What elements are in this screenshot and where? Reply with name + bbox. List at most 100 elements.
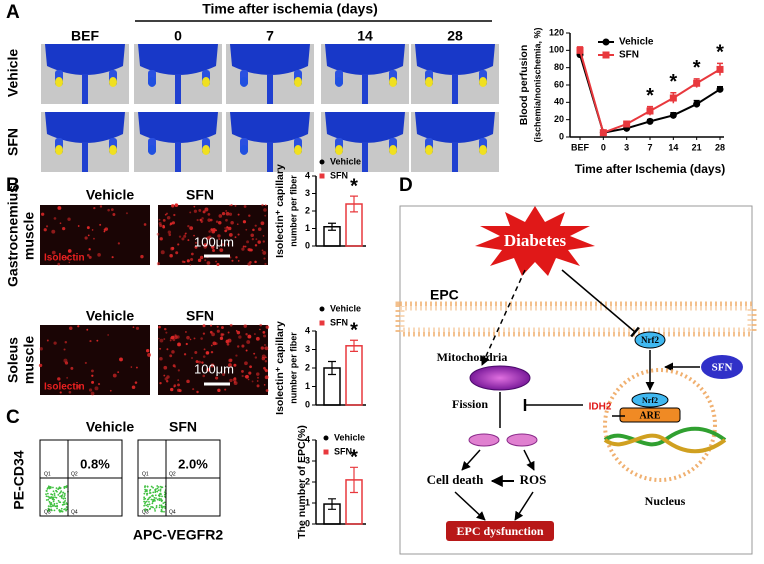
y-axis-label: number per fiber [288,175,298,247]
capillary [183,353,187,356]
nucleus [603,368,717,482]
capillary [261,356,266,361]
capillary [216,262,220,266]
event [148,500,150,503]
paw-signal [240,77,248,87]
capillary [63,348,66,351]
event [61,510,64,513]
capillary [165,380,169,383]
event [143,498,146,501]
error-bar [350,466,358,494]
capillary [159,382,162,385]
capillary [210,245,215,249]
capillary [247,378,250,381]
perfusion-images: BEF 0 7 14 28 [41,28,499,172]
event [56,507,58,510]
capillary [262,240,265,243]
capillary [112,213,116,216]
capillary [177,342,181,347]
capillary [160,250,165,255]
capillary [88,388,93,392]
nrf2-node [634,331,666,349]
event [157,486,160,488]
capillary [231,259,234,262]
event [163,493,166,496]
nrf2-label: Nrf2 [642,396,658,405]
capillary [259,323,263,327]
capillary [134,381,138,384]
legend-label: Vehicle [330,303,361,313]
event [144,508,147,510]
point [576,46,584,54]
capillary [247,334,252,339]
event [63,492,66,495]
capillary [189,264,192,266]
capillary [91,380,95,384]
event [64,499,67,502]
legend-marker [319,306,325,312]
legend-label: Vehicle [330,156,361,166]
capillary [193,234,195,237]
event [53,498,55,501]
capillary [177,383,180,387]
capillary [209,330,213,334]
event [152,498,155,501]
point [646,107,654,115]
event [52,486,54,489]
capillary [241,370,244,373]
event [153,496,156,499]
capillary [169,253,173,258]
capillary [90,391,95,396]
arrow [514,491,534,521]
capillary [173,213,176,217]
event [56,504,59,507]
capillary [208,230,211,233]
y-axis-label: Isolectin⁺ capillary [274,164,286,258]
capillary [167,230,172,234]
arrow [523,449,535,471]
quadrant-label: Q3 [142,509,149,515]
membrane-fill [400,306,752,332]
capillary [202,355,206,358]
capillary [164,213,167,216]
event [65,508,68,511]
capillary [107,208,110,212]
capillary [125,212,128,215]
mouse [415,112,495,143]
capillary [262,251,267,255]
capillary [45,225,49,228]
capillary [53,217,57,220]
capillary [230,204,233,207]
capillary [264,375,269,380]
capillary [162,224,165,228]
capillary [192,388,195,391]
event [158,506,161,509]
capillary [218,214,223,218]
event [160,486,163,489]
mouse [138,112,218,143]
event [154,509,156,512]
event [57,499,60,502]
capillary [228,212,233,216]
event [59,510,62,513]
capillary [135,326,140,330]
quadrant-label: Q4 [71,509,78,515]
event [145,490,148,493]
dna [603,433,727,454]
x-tick-label: 14 [668,142,678,152]
capillary [193,209,198,213]
mouse [45,112,125,143]
event [158,499,161,502]
capillary [225,210,228,212]
capillary [97,382,101,386]
paw-signal [335,145,343,155]
capillary [175,251,179,255]
capillary [210,344,213,347]
event [150,485,153,488]
event [53,509,56,512]
paw-signal [294,77,302,87]
capillary [66,376,69,379]
capillary [246,340,251,344]
paw-signal [148,77,156,87]
